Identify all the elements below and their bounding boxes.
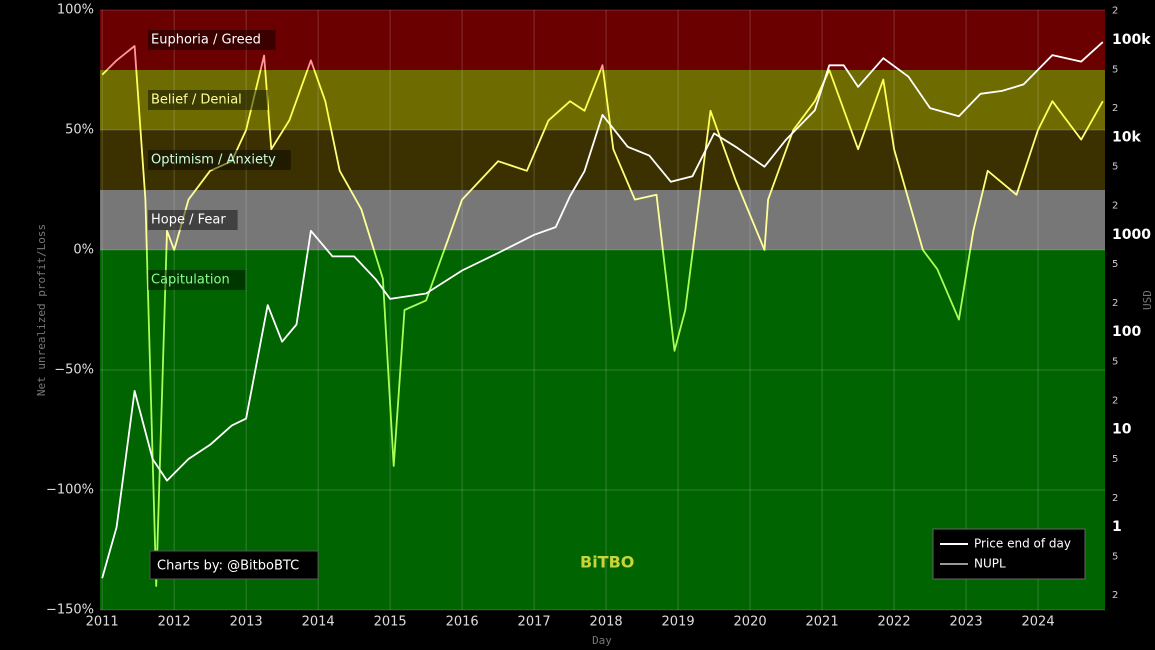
x-tick-label: 2012: [158, 615, 191, 630]
y2-tick-label: 10k: [1112, 129, 1141, 145]
y2-tick-label: 10: [1112, 422, 1132, 438]
credit: Charts by: @BitboBTC: [157, 559, 299, 574]
legend-label: Price end of day: [974, 537, 1071, 551]
x-tick-label: 2022: [878, 615, 911, 630]
y2-tick-label: 2: [1112, 395, 1118, 406]
x-tick-label: 2024: [1022, 615, 1055, 630]
zone-label: Hope / Fear: [151, 213, 226, 228]
x-tick-label: 2014: [302, 615, 335, 630]
x-axis-title: Day: [592, 634, 612, 647]
credit-box: [149, 550, 319, 580]
zone-label-bg: [148, 30, 276, 50]
y2-tick-label: 2: [1112, 298, 1118, 309]
zone-label-bg: [148, 210, 238, 230]
legend-box: [932, 528, 1086, 580]
series-line: [101, 41, 1104, 579]
x-tick-label: 2017: [518, 615, 551, 630]
y-axis-title: Net unrealized profit/Loss: [35, 224, 48, 396]
y2-tick-label: 2: [1112, 103, 1118, 114]
y-tick-label: 50%: [65, 123, 94, 138]
y-tick-label: −50%: [54, 363, 94, 378]
legend-label: NUPL: [974, 557, 1006, 571]
y2-tick-label: 1000: [1112, 227, 1151, 243]
zone-band: [100, 190, 1105, 250]
y2-tick-label: 100: [1112, 324, 1141, 340]
y2-tick-label: 2: [1112, 493, 1118, 504]
x-tick-label: 2018: [590, 615, 623, 630]
zone-label: Optimism / Anxiety: [151, 153, 276, 168]
y-tick-label: −150%: [46, 603, 94, 618]
x-tick-label: 2021: [806, 615, 839, 630]
y-tick-label: 100%: [57, 3, 94, 18]
y2-tick-label: 2: [1112, 6, 1118, 17]
y2-tick-label: 100k: [1112, 32, 1151, 48]
x-tick-label: 2013: [230, 615, 263, 630]
zone-label: Capitulation: [151, 273, 230, 288]
zone-label: Euphoria / Greed: [151, 33, 261, 48]
zone-label-bg: [148, 270, 246, 290]
y2-tick-label: 5: [1112, 162, 1118, 173]
y2-tick-label: 1: [1112, 519, 1122, 535]
y2-tick-label: 5: [1112, 551, 1118, 562]
x-tick-label: 2011: [86, 615, 119, 630]
y2-axis-title: USD: [1141, 290, 1154, 310]
zone-band: [100, 130, 1105, 190]
y-tick-label: 0%: [73, 243, 94, 258]
watermark: BiTBO: [580, 553, 634, 572]
x-tick-label: 2019: [662, 615, 695, 630]
y2-tick-label: 2: [1112, 200, 1118, 211]
y2-tick-label: 5: [1112, 259, 1118, 270]
y2-tick-label: 2: [1112, 590, 1118, 601]
x-tick-label: 2023: [950, 615, 983, 630]
series-line: [101, 45, 1104, 587]
zone-label-bg: [148, 150, 291, 170]
x-tick-label: 2020: [734, 615, 767, 630]
zone-label-bg: [148, 90, 268, 110]
x-tick-label: 2016: [446, 615, 479, 630]
x-tick-label: 2015: [374, 615, 407, 630]
zone-label: Belief / Denial: [151, 93, 242, 108]
y2-tick-label: 5: [1112, 454, 1118, 465]
zone-band: [100, 10, 1105, 70]
y2-tick-label: 5: [1112, 357, 1118, 368]
y-tick-label: −100%: [46, 483, 94, 498]
y2-tick-label: 5: [1112, 64, 1118, 75]
